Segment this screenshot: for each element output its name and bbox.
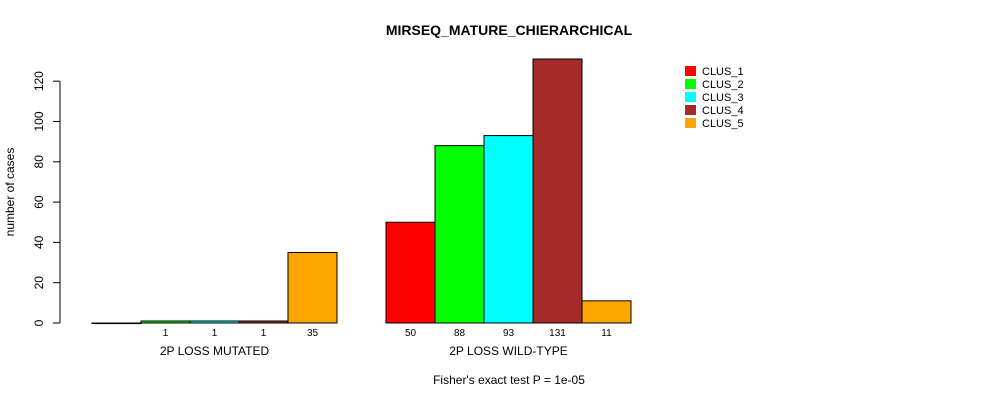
- bar-clus-4-mutated: [238, 320, 289, 324]
- bar-value-label: 1: [261, 328, 267, 339]
- legend-swatch: [685, 105, 696, 115]
- bar-clus-1-mutated: [91, 322, 142, 325]
- bar-clus-1-wild-type: [385, 221, 436, 324]
- bar-clus-5-wild-type: [581, 300, 632, 324]
- y-axis: 0 20 40 60 80 100 120: [32, 71, 61, 326]
- bar-clus-2-mutated: [140, 320, 191, 324]
- y-tick-label: 120: [32, 71, 46, 91]
- bar-clus-5-mutated: [287, 251, 338, 324]
- bar-value-label: 35: [307, 328, 319, 339]
- y-tick-label: 0: [32, 319, 46, 326]
- x-axis-category-labels: 2P LOSS MUTATED 2P LOSS WILD-TYPE: [160, 344, 568, 358]
- category-label: 2P LOSS MUTATED: [160, 344, 270, 358]
- bar-clus-3-mutated: [189, 320, 240, 324]
- plot-area: 1 1 1 35 50 88 93 131 11: [91, 58, 632, 339]
- bar-value-label: 1: [163, 328, 169, 339]
- bar-value-label: 131: [549, 328, 566, 339]
- legend-label: CLUS_3: [702, 92, 744, 104]
- bar-clus-2-wild-type: [434, 145, 485, 324]
- legend-swatch: [685, 118, 696, 128]
- bar-value-label: 1: [212, 328, 218, 339]
- legend-label: CLUS_2: [702, 79, 744, 91]
- y-tick-label: 80: [32, 155, 46, 169]
- bar-clus-3-wild-type: [483, 135, 534, 324]
- legend-label: CLUS_1: [702, 66, 744, 78]
- category-label: 2P LOSS WILD-TYPE: [449, 344, 567, 358]
- legend-swatch: [685, 79, 696, 89]
- bar-value-label: 88: [454, 328, 466, 339]
- legend-label: CLUS_4: [702, 105, 744, 117]
- y-axis-label: number of cases: [3, 148, 17, 237]
- bar-value-label: 93: [503, 328, 515, 339]
- legend-label: CLUS_5: [702, 118, 744, 130]
- y-tick-label: 60: [32, 195, 46, 209]
- bar-value-label: 11: [601, 328, 612, 339]
- y-tick-label: 100: [32, 111, 46, 131]
- bar-value-label: 50: [405, 328, 417, 339]
- bar-clus-4-wild-type: [532, 58, 583, 324]
- chart-title: MIRSEQ_MATURE_CHIERARCHICAL: [386, 22, 633, 38]
- y-tick-label: 40: [32, 235, 46, 249]
- fisher-test-note: Fisher's exact test P = 1e-05: [433, 373, 585, 387]
- legend-swatch: [685, 92, 696, 102]
- y-tick-label: 20: [32, 276, 46, 290]
- legend-swatch: [685, 66, 696, 76]
